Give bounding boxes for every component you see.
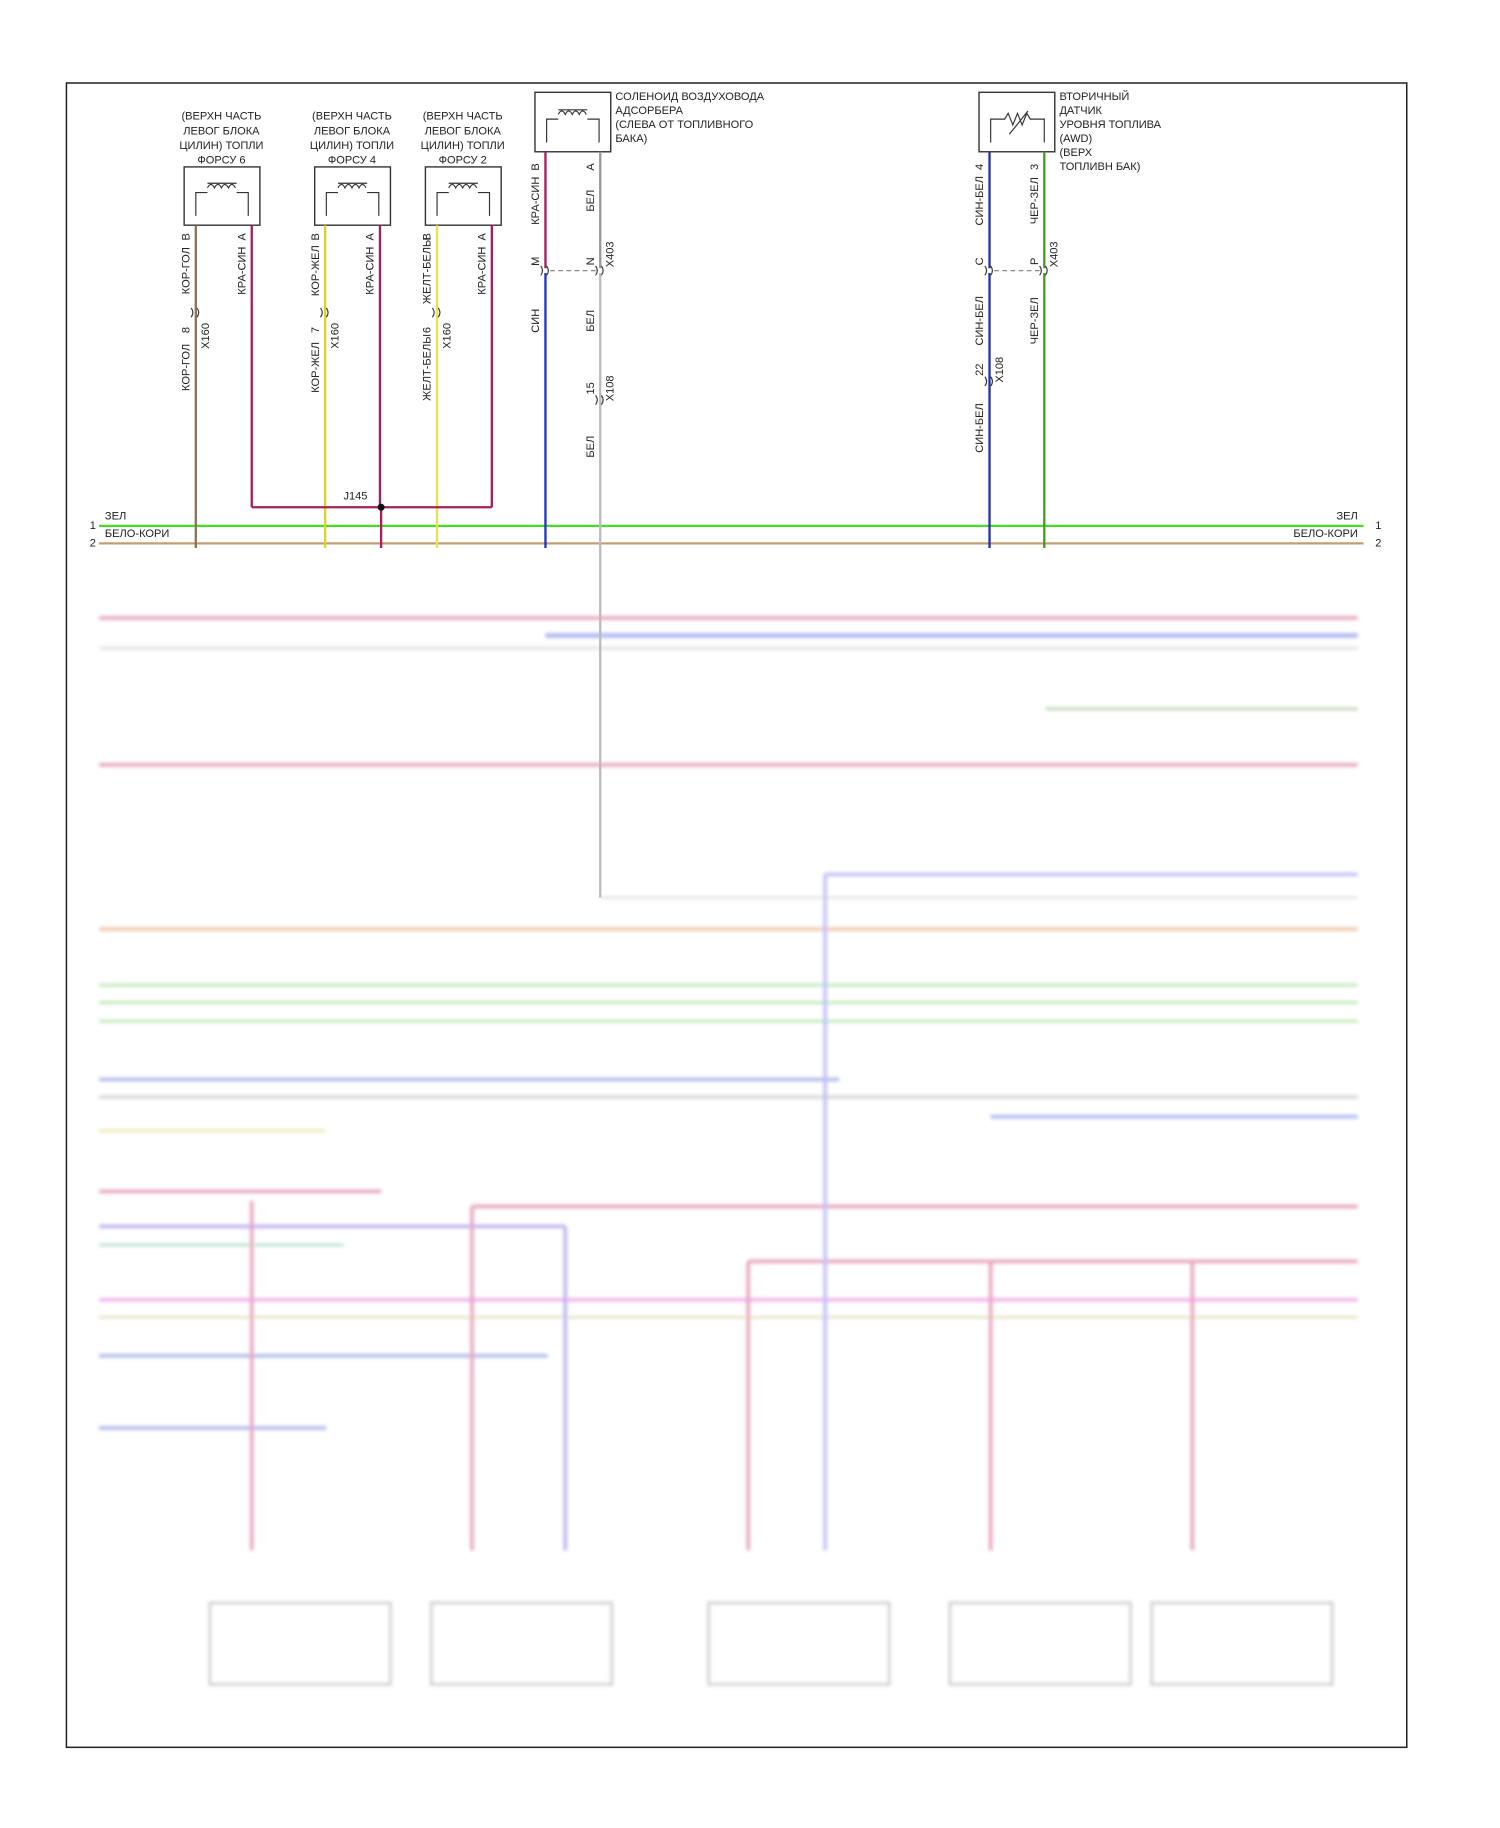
connector-pin: N (585, 257, 597, 265)
connector-pin: M (530, 257, 542, 266)
component-label: ЦИЛИН) ТОПЛИ (310, 140, 394, 152)
bus-label: ЗЕЛ (1336, 510, 1357, 522)
component-label: УРОВНЯ ТОПЛИВА (1059, 119, 1161, 131)
wire-label: КОР-ЖЕЛ (310, 342, 322, 393)
component-label: ЛЕВОГ БЛОКА (425, 125, 502, 137)
component-label: ДАТЧИК (1059, 105, 1102, 117)
connector-label: X160 (441, 323, 453, 349)
wire-label: СИН-БЕЛ (974, 403, 986, 453)
connector-label: X160 (330, 323, 342, 349)
splice-label: J145 (343, 491, 367, 503)
pin-label: B (530, 163, 542, 170)
component-box (424, 166, 502, 226)
connector-label: X108 (605, 375, 617, 401)
component-label: АДСОРБЕРА (615, 105, 683, 117)
component-label: (ВЕРХН ЧАСТЬ (181, 111, 261, 123)
component-label: ЦИЛИН) ТОПЛИ (179, 140, 263, 152)
connector-symbol (190, 307, 200, 318)
wire-label: КРА-СИН (530, 177, 542, 225)
connector-symbol (1039, 265, 1048, 276)
connector-symbol (984, 265, 994, 276)
frame (65, 82, 1408, 1749)
wire-label: КРА-СИН (236, 247, 248, 295)
component-box (313, 166, 392, 226)
component-box (978, 91, 1056, 153)
component-label: ВТОРИЧНЫЙ (1059, 90, 1129, 103)
pin-label: A (236, 233, 248, 241)
bus-label: БЕЛО-КОРИ (105, 528, 169, 540)
component-label: (ВЕРХН ЧАСТЬ (423, 111, 503, 123)
connector-label: X403 (605, 241, 617, 267)
wire-label: СИН-БЕЛ (974, 296, 986, 346)
pin-label: B (180, 233, 192, 240)
connector-label: X160 (200, 323, 212, 349)
bus-number: 2 (90, 537, 96, 549)
wire-label: КОР-ЖЕЛ (310, 245, 322, 296)
component-label: ЦИЛИН) ТОПЛИ (421, 140, 505, 152)
component-label: СОЛЕНОИД ВОЗДУХОВОДА (615, 91, 764, 103)
component-label: ФОРСУ 4 (328, 154, 376, 166)
connector-pin: 22 (974, 364, 986, 376)
component-label: ФОРСУ 2 (439, 154, 487, 166)
component-label: ЛЕВОГ БЛОКА (314, 125, 391, 137)
bus-number: 1 (90, 520, 96, 532)
wire-label: КОР-ГОЛ (180, 247, 192, 294)
wire-label: КРА-СИН (365, 247, 377, 295)
component-label: (ВЕРХ (1059, 147, 1092, 159)
wire-label: СИН (530, 309, 542, 333)
coil-symbol (546, 109, 600, 143)
splice-dot (377, 503, 385, 511)
connector-pin: P (1029, 258, 1041, 265)
pin-label: 3 (1029, 164, 1041, 170)
component-label: (AWD) (1059, 133, 1092, 145)
component-box (534, 91, 612, 153)
component-label: ТОПЛИВН БАК) (1059, 161, 1140, 173)
bus-number: 1 (1375, 520, 1381, 532)
connector-pin: 15 (585, 382, 597, 394)
coil-symbol (325, 182, 380, 216)
bus-label: БЕЛО-КОРИ (1293, 528, 1357, 540)
wire-label: БЕЛ (585, 190, 597, 212)
pin-label: 4 (974, 164, 986, 170)
wire-label: КРА-СИН (476, 247, 488, 295)
component-label: БАКА) (615, 133, 647, 145)
connector-pin: 7 (310, 327, 322, 333)
bus-number: 2 (1375, 537, 1381, 549)
connector-label: X403 (1049, 241, 1061, 267)
component-label: ФОРСУ 6 (197, 154, 245, 166)
connector-symbol (595, 265, 604, 276)
component-box (183, 166, 261, 226)
connector-symbol (540, 265, 549, 276)
sensor-symbol (990, 110, 1045, 143)
connector-label: X108 (994, 357, 1006, 383)
coil-symbol (436, 182, 491, 216)
component-label: ЛЕВОГ БЛОКА (183, 125, 260, 137)
connector-pin: C (974, 257, 986, 265)
pin-label: A (365, 233, 377, 241)
connector-pin: 8 (180, 327, 192, 333)
connector-symbol (320, 307, 329, 318)
pin-label: B (422, 233, 434, 240)
blurred-lower-section (99, 616, 1358, 1686)
component-label: (СЛЕВА ОТ ТОПЛИВНОГО (615, 119, 753, 131)
coil-symbol (195, 182, 249, 216)
pin-label: A (585, 163, 597, 171)
connector-symbol (431, 307, 441, 318)
wire-label: БЕЛ (585, 310, 597, 332)
bus-label: ЗЕЛ (105, 510, 126, 522)
pin-label: B (310, 233, 322, 240)
wire-label: ЖЕЛТ-БЕЛЫ (422, 334, 434, 401)
connector-symbol (984, 376, 994, 387)
wire-label: ЖЕЛТ-БЕЛЫ (422, 237, 434, 304)
pin-label: A (476, 233, 488, 241)
wire-label: БЕЛ (585, 436, 597, 458)
wire-label: КОР-ГОЛ (180, 344, 192, 391)
connector-pin: 6 (422, 327, 434, 333)
connector-symbol (595, 395, 604, 406)
component-label: (ВЕРХН ЧАСТЬ (312, 111, 392, 123)
wire-label: ЧЕР-ЗЕЛ (1029, 297, 1041, 344)
wire-label: СИН-БЕЛ (974, 176, 986, 226)
wire-label: ЧЕР-ЗЕЛ (1029, 177, 1041, 224)
